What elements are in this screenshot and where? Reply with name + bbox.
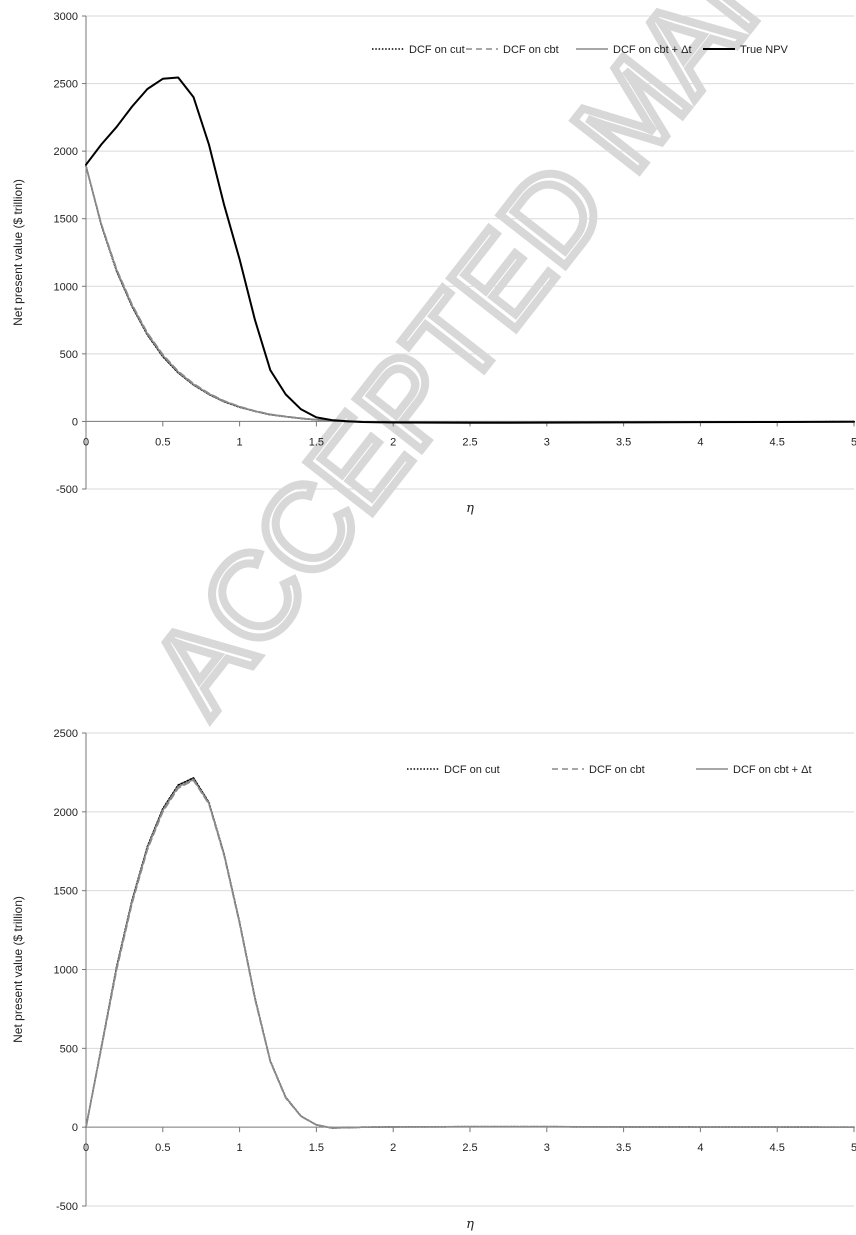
x-tick-label: 1.5 <box>309 436 324 448</box>
legend-label-1: DCF on cbt <box>503 44 559 56</box>
x-axis-title: η <box>466 501 474 516</box>
series-line-0 <box>85 777 855 1129</box>
x-tick-label: 5 <box>851 436 856 448</box>
y-tick-label: 1000 <box>54 965 78 977</box>
x-tick-label: 4 <box>697 436 703 448</box>
x-tick-label: 4 <box>697 1142 703 1154</box>
x-tick-label: 2.5 <box>462 1142 477 1154</box>
series-line-2 <box>85 778 855 1129</box>
x-tick-label: 5 <box>851 1142 856 1154</box>
watermark: ACCEPTED MANUSCRIPT <box>125 0 856 736</box>
x-tick-label: 2.5 <box>462 436 477 448</box>
y-tick-label: 1500 <box>54 214 78 226</box>
y-tick-label: 0 <box>72 416 78 428</box>
series-line-3 <box>85 76 855 424</box>
x-tick-label: 1 <box>237 436 243 448</box>
x-tick-label: 1 <box>237 1142 243 1154</box>
x-tick-label: 0.5 <box>155 436 170 448</box>
y-axis-title: Net present value ($ trillion) <box>11 896 25 1043</box>
y-tick-label: 1000 <box>54 281 78 293</box>
y-tick-label: -500 <box>56 1201 78 1213</box>
legend-label-2: DCF on cbt + Δt <box>733 764 812 776</box>
legend-label-3: True NPV <box>740 44 789 56</box>
y-tick-label: -500 <box>56 484 78 496</box>
y-tick-label: 2000 <box>54 807 78 819</box>
y-tick-label: 2500 <box>54 79 78 91</box>
x-tick-label: 3 <box>544 436 550 448</box>
chart-bottom: -500 0 500 1000 1500 2000 2500 0 0.5 1 1.5 2 2.5 3 3.5… <box>11 728 856 1232</box>
y-tick-label: 2500 <box>54 728 78 740</box>
chart-top: -500 0 500 1000 1500 2000 2500 3000 0 0.5 1 1.5 2 2.5… <box>11 11 856 516</box>
y-axis-title: Net present value ($ trillion) <box>11 179 25 326</box>
y-tick-label: 1500 <box>54 886 78 898</box>
x-tick-label: 2 <box>390 436 396 448</box>
x-tick-label: 4.5 <box>770 436 785 448</box>
y-tick-label: 500 <box>60 1043 78 1055</box>
legend-label-2: DCF on cbt + Δt <box>613 44 692 56</box>
y-tick-label: 0 <box>72 1122 78 1134</box>
x-tick-label: 4.5 <box>770 1142 785 1154</box>
legend-label-1: DCF on cbt <box>589 764 645 776</box>
x-tick-label: 0 <box>83 1142 89 1154</box>
x-tick-label: 0 <box>83 436 89 448</box>
legend-label-0: DCF on cut <box>409 44 465 56</box>
x-tick-label: 2 <box>390 1142 396 1154</box>
x-tick-label: 0.5 <box>155 1142 170 1154</box>
legend-label-0: DCF on cut <box>444 764 500 776</box>
x-tick-label: 3.5 <box>616 1142 631 1154</box>
x-axis-title: η <box>466 1217 474 1232</box>
x-tick-label: 3 <box>544 1142 550 1154</box>
series-line-1 <box>85 779 855 1129</box>
x-tick-label: 1.5 <box>309 1142 324 1154</box>
y-tick-label: 500 <box>60 349 78 361</box>
y-tick-label: 2000 <box>54 146 78 158</box>
x-tick-label: 3.5 <box>616 436 631 448</box>
y-tick-label: 3000 <box>54 11 78 23</box>
